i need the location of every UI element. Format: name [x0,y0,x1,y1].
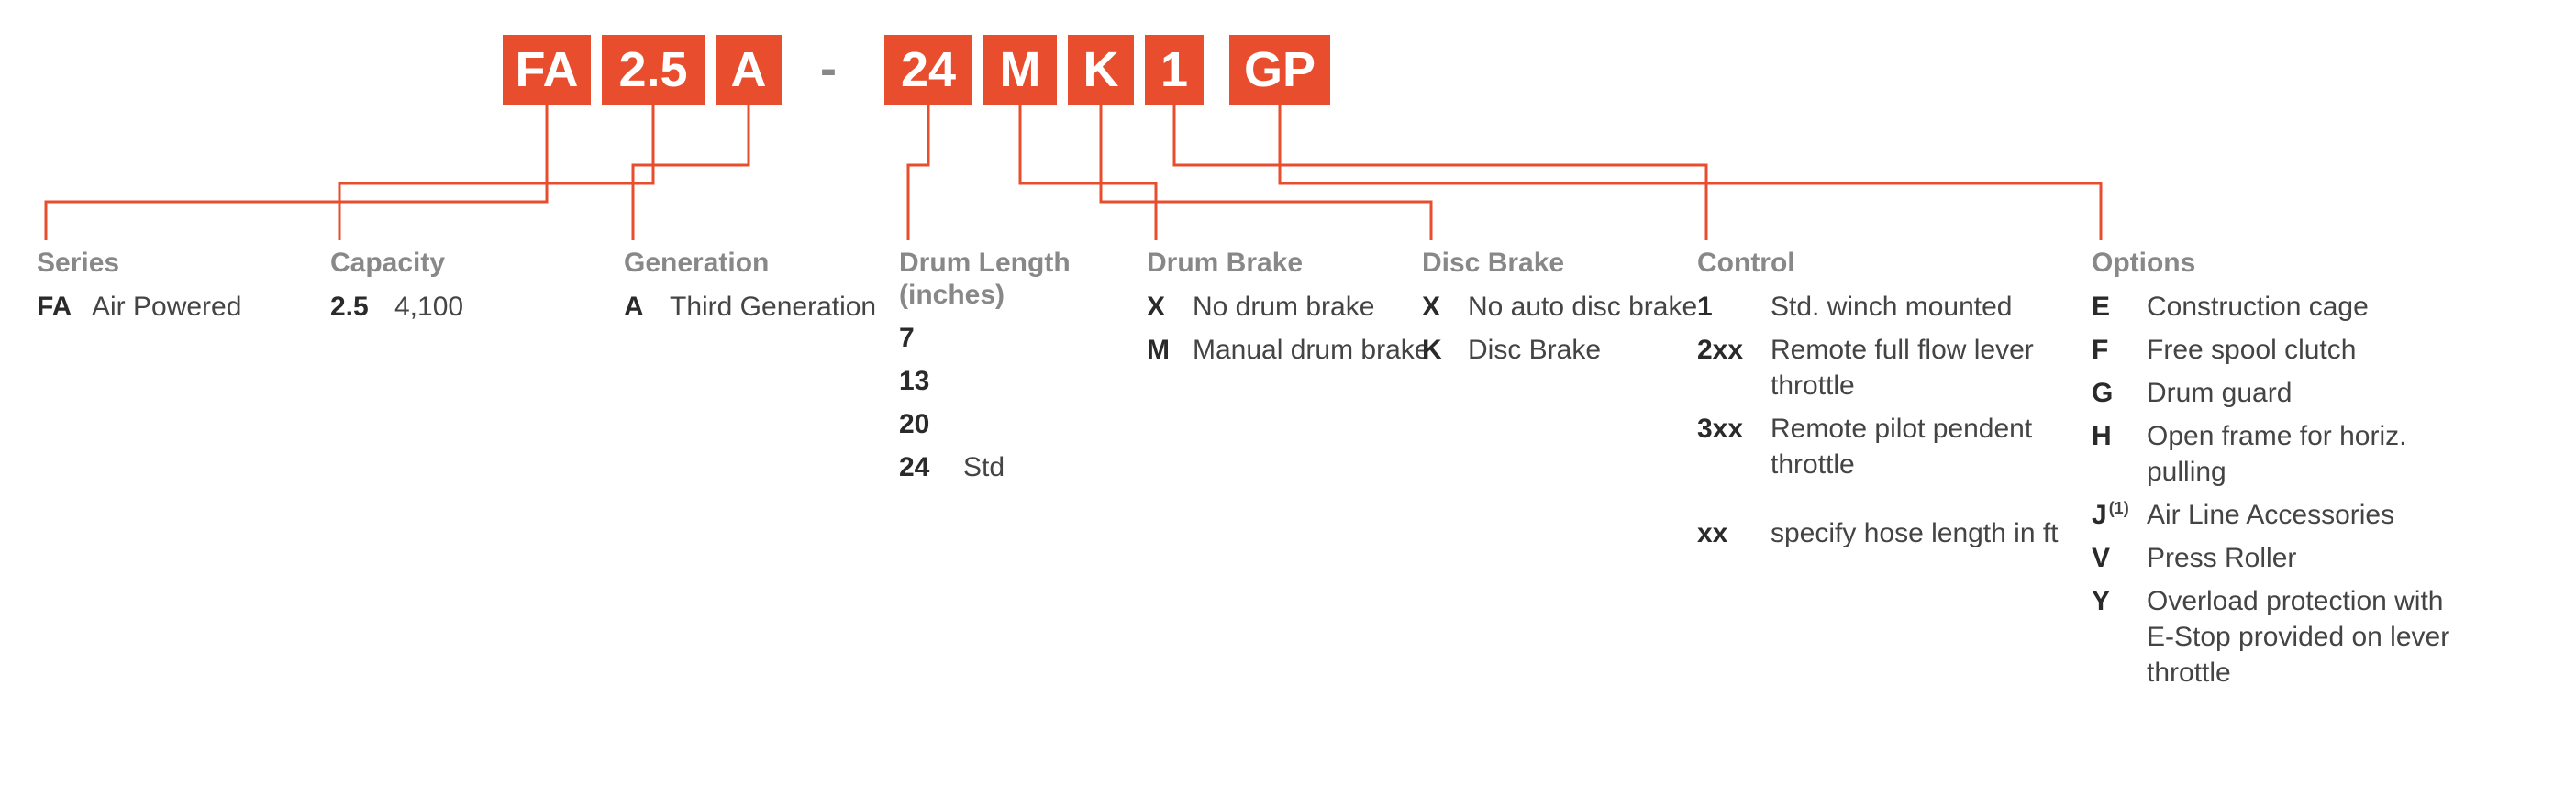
group-g5: Disc BrakeXNo auto disc brakeKDisc Brake [1422,248,1697,375]
entry-val: Remote pilot pendent throttle [1771,411,2082,482]
entry-key: xx [1697,515,1771,551]
connector-t4-g4 [1020,105,1156,240]
connector-t0-g0 [46,105,547,240]
entry-row: EConstruction cage [2092,289,2459,325]
entry-val: Disc Brake [1468,332,1601,368]
separator-dash: - [820,40,837,97]
entry-key: A [624,289,670,325]
entry-val: Construction cage [2147,289,2369,325]
connector-t5-g5 [1101,105,1431,240]
entry-key: 1 [1697,289,1771,325]
entry-val: No drum brake [1193,289,1374,325]
entry-val: Free spool clutch [2147,332,2356,368]
group-title: Control [1697,248,2082,280]
entry-row: 2xxRemote full flow lever throttle [1697,332,2082,404]
group-title: Capacity [330,248,463,280]
connector-t2-g2 [633,105,749,240]
entry-key: 3xx [1697,411,1771,447]
entry-row: KDisc Brake [1422,332,1697,368]
code-tile-2-5: 2.5 [602,35,705,105]
entry-val: Air Powered [92,289,241,325]
entry-val: Std. winch mounted [1771,289,2012,325]
entry-key: 20 [899,406,963,442]
group-title: Drum Length(inches) [899,248,1071,311]
entry-val: No auto disc brake [1468,289,1697,325]
entry-key: X [1147,289,1193,325]
entry-key: 2xx [1697,332,1771,368]
entry-row: GDrum guard [2092,375,2459,411]
group-g4: Drum BrakeXNo drum brakeMManual drum bra… [1147,248,1429,375]
entry-key: M [1147,332,1193,368]
entry-val: Air Line Accessories [2147,497,2394,533]
group-g6: Control1Std. winch mounted2xxRemote full… [1697,248,2082,558]
group-g1: Capacity 2.54,100 [330,248,463,332]
entry-val: Std [963,449,1005,485]
entry-key: 2.5 [330,289,394,325]
model-code-diagram: FA2.5A24MK1GP-SeriesFAAir PoweredCapacit… [18,18,2576,778]
entry-row: 24Std [899,449,1071,485]
entry-row: FFree spool clutch [2092,332,2459,368]
entry-row: 3xxRemote pilot pendent throttle [1697,411,2082,482]
entry-key: G [2092,375,2147,411]
entry-val: Open frame for horiz. pulling [2147,418,2459,490]
code-tile-gp: GP [1229,35,1330,105]
entry-key: E [2092,289,2147,325]
entry-row: FAAir Powered [37,289,241,325]
entry-row: 1Std. winch mounted [1697,289,2082,325]
entry-key: V [2092,540,2147,576]
entry-row: J(1)Air Line Accessories [2092,497,2459,533]
code-tile-fa: FA [503,35,591,105]
entry-key: FA [37,289,92,325]
group-g2: Generation AThird Generation [624,248,876,332]
entry-row: XNo drum brake [1147,289,1429,325]
entry-val: Manual drum brake [1193,332,1429,368]
group-title: Generation [624,248,876,280]
entry-key: X [1422,289,1468,325]
group-g3: Drum Length(inches) 7 13 20 24Std [899,248,1071,492]
entry-val: Drum guard [2147,375,2292,411]
entry-val: specify hose length in ft [1771,515,2059,551]
connector-t6-g6 [1174,105,1706,240]
entry-row: YOverload protection with E-Stop provide… [2092,583,2459,691]
entry-key: H [2092,418,2147,454]
entry-key: Y [2092,583,2147,619]
code-tile-k: K [1068,35,1134,105]
code-tile-a: A [716,35,782,105]
group-g0: Series FAAir Powered [37,248,241,332]
entry-row: 2.54,100 [330,289,463,325]
entry-row: 13 [899,363,1071,399]
entry-key: K [1422,332,1468,368]
entry-val: Third Generation [670,289,876,325]
group-title: Drum Brake [1147,248,1429,280]
entry-row [1697,490,2082,508]
entry-row: 20 [899,406,1071,442]
entry-row: 7 [899,320,1071,356]
connector-t1-g1 [339,105,653,240]
entry-key-sup: (1) [2109,499,2129,517]
entry-row: xxspecify hose length in ft [1697,515,2082,551]
code-tile-m: M [983,35,1057,105]
entry-key: 24 [899,449,963,485]
entry-row: VPress Roller [2092,540,2459,576]
entry-key: F [2092,332,2147,368]
entry-row: AThird Generation [624,289,876,325]
entry-row: MManual drum brake [1147,332,1429,368]
entry-val: Remote full flow lever throttle [1771,332,2082,404]
entry-key: 13 [899,363,963,399]
group-g7: OptionsEConstruction cageFFree spool clu… [2092,248,2459,698]
entry-key: 7 [899,320,963,356]
entry-val: 4,100 [394,289,463,325]
connector-t7-g7 [1280,105,2101,240]
group-title: Series [37,248,241,280]
entry-key: J(1) [2092,497,2147,533]
code-tile-24: 24 [884,35,972,105]
code-tile-1: 1 [1145,35,1204,105]
entry-row: HOpen frame for horiz. pulling [2092,418,2459,490]
entry-val: Press Roller [2147,540,2296,576]
entry-val: Overload protection with E-Stop provided… [2147,583,2459,691]
group-title: Disc Brake [1422,248,1697,280]
connector-t3-g3 [908,105,928,240]
group-title: Options [2092,248,2459,280]
entry-row: XNo auto disc brake [1422,289,1697,325]
